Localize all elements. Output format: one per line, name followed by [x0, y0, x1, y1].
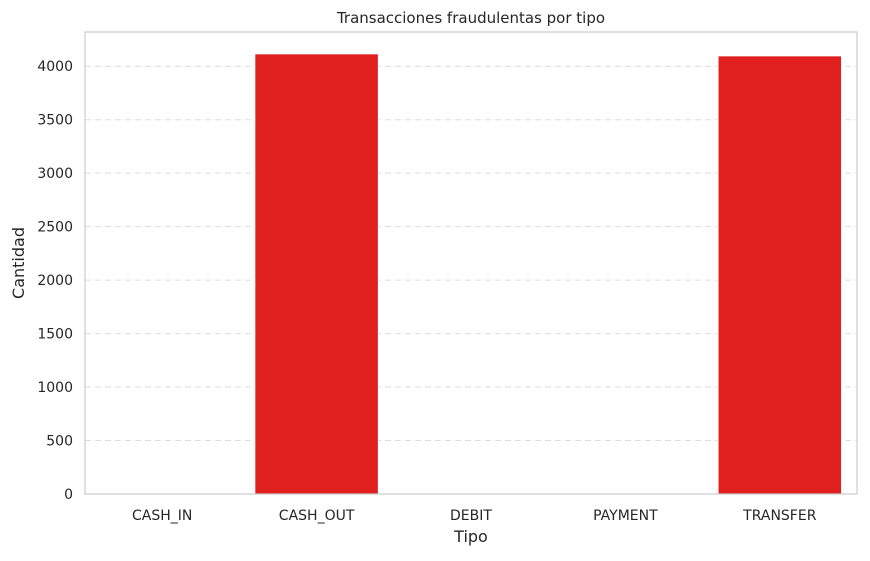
y-tick-label: 2000: [37, 273, 73, 289]
y-tick-label: 1000: [37, 380, 73, 396]
chart-title: Transacciones fraudulentas por tipo: [336, 9, 605, 27]
y-tick-labels: 0 500 1000 1500 2000 2500 3000 3500 4000: [37, 59, 73, 503]
y-tick-label: 4000: [37, 59, 73, 75]
x-tick-label: DEBIT: [450, 508, 492, 524]
y-tick-label: 3000: [37, 166, 73, 182]
bar-transfer: [717, 55, 843, 495]
x-tick-label: TRANSFER: [742, 508, 817, 524]
x-tick-label: CASH_OUT: [279, 508, 355, 524]
y-tick-label: 0: [64, 487, 73, 503]
y-tick-label: 3500: [37, 113, 73, 129]
y-tick-label: 500: [46, 434, 73, 450]
y-axis-label: Cantidad: [9, 227, 28, 299]
y-tick-label: 1500: [37, 327, 73, 343]
bar-cash-out: [254, 53, 379, 495]
x-tick-label: PAYMENT: [593, 508, 658, 524]
plot-frame: [84, 31, 858, 495]
x-axis-label: Tipo: [453, 527, 488, 546]
y-tick-label: 2500: [37, 220, 73, 236]
x-tick-labels: CASH_IN CASH_OUT DEBIT PAYMENT TRANSFER: [132, 508, 817, 524]
x-tick-label: CASH_IN: [132, 508, 192, 524]
